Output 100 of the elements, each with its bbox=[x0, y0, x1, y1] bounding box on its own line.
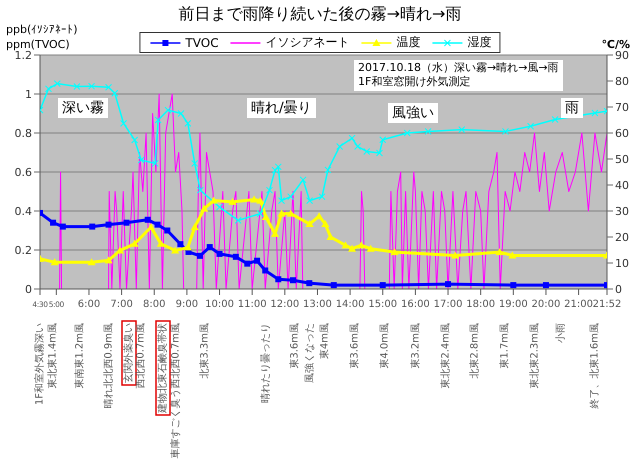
point bbox=[105, 84, 112, 91]
text: 西北西0.7m風 bbox=[134, 323, 146, 389]
point bbox=[366, 244, 375, 252]
chart-title: 前日まで雨降り続いた後の霧→晴れ→雨 bbox=[178, 4, 462, 23]
point bbox=[50, 258, 59, 266]
point bbox=[184, 120, 192, 127]
point bbox=[88, 82, 96, 90]
x-tick-label: 16:00 bbox=[400, 299, 430, 310]
point bbox=[445, 281, 452, 288]
text: 晴れたり曇ったり bbox=[260, 323, 272, 403]
x-tick-label: 6:00 bbox=[78, 299, 100, 310]
point bbox=[508, 251, 516, 258]
point bbox=[171, 246, 180, 254]
x-tick-label: 10:00 bbox=[205, 299, 234, 310]
point bbox=[111, 90, 118, 97]
y-tick-label: 1.2 bbox=[14, 48, 32, 62]
point bbox=[124, 220, 130, 226]
legend-label: イソシアネート bbox=[266, 34, 350, 51]
point bbox=[390, 248, 398, 256]
point bbox=[138, 156, 145, 164]
x-tick-label: 17:00 bbox=[434, 299, 462, 310]
text: 風強くなった bbox=[304, 323, 316, 383]
x-tick-label: 11:00 bbox=[238, 299, 267, 310]
point bbox=[363, 148, 370, 155]
y-tick-label: 0.4 bbox=[14, 204, 32, 218]
text: 1F和室外気霧深い bbox=[34, 323, 46, 406]
y2-tick-label: 70 bbox=[615, 100, 629, 114]
point bbox=[354, 143, 362, 150]
point bbox=[330, 282, 337, 288]
point bbox=[424, 128, 432, 135]
text: 建物北東石鹸臭帯状 bbox=[156, 323, 168, 414]
point bbox=[527, 122, 534, 130]
y-tick-label: 0 bbox=[25, 282, 32, 296]
x-tick-label: 15:00 bbox=[368, 299, 398, 310]
point bbox=[256, 210, 264, 218]
point bbox=[286, 210, 295, 217]
point bbox=[542, 282, 549, 288]
text: 北東2.8m風 bbox=[468, 323, 480, 379]
x-tick-label: 21:00 bbox=[564, 299, 594, 310]
point bbox=[234, 216, 242, 224]
point bbox=[451, 251, 460, 258]
point bbox=[379, 136, 386, 144]
point bbox=[357, 241, 366, 248]
point bbox=[54, 80, 61, 88]
annotation: 深い霧 bbox=[58, 98, 108, 118]
point bbox=[262, 267, 268, 274]
point bbox=[50, 220, 56, 226]
point bbox=[290, 277, 296, 284]
point bbox=[324, 166, 332, 174]
x-tick-label: 12:00 bbox=[270, 299, 300, 310]
annotation: 2017.10.18（水）深い霧→晴れ→風→雨 1F和室窓開け外気測定 bbox=[354, 60, 563, 91]
y-tick-label: 0.6 bbox=[14, 166, 32, 179]
point bbox=[348, 244, 356, 252]
y-tick-label: 1 bbox=[25, 88, 32, 101]
y2-tick-label: 20 bbox=[615, 230, 629, 244]
point bbox=[254, 258, 260, 264]
point bbox=[89, 224, 96, 230]
point bbox=[88, 258, 96, 266]
y-tick-label: 0.8 bbox=[14, 126, 32, 140]
point bbox=[164, 106, 172, 114]
legend-label: 湿度 bbox=[468, 34, 492, 51]
y2-tick-label: 60 bbox=[615, 126, 629, 140]
point bbox=[60, 224, 66, 230]
text: 東3.6m風 bbox=[348, 323, 360, 369]
text: 東北東2.3m風 bbox=[528, 323, 540, 389]
point bbox=[152, 160, 159, 167]
x-tick-label: 7:00 bbox=[110, 299, 133, 310]
text: 東3.2m風 bbox=[410, 323, 422, 369]
point bbox=[591, 109, 598, 116]
legend-label: 温度 bbox=[396, 34, 421, 51]
point bbox=[73, 82, 80, 90]
text: 東3.6m風 bbox=[288, 323, 300, 369]
point bbox=[380, 282, 386, 288]
point bbox=[206, 244, 213, 250]
point bbox=[164, 228, 170, 234]
text: 車庫すごく臭う西北西0.7m風 bbox=[170, 323, 182, 459]
y-tick-label: 0.2 bbox=[14, 244, 32, 257]
point bbox=[44, 85, 52, 92]
point bbox=[278, 197, 286, 204]
point bbox=[306, 280, 312, 286]
point bbox=[154, 222, 161, 228]
text: 東南東1.2m風 bbox=[74, 323, 86, 389]
point bbox=[306, 220, 314, 227]
point bbox=[191, 160, 198, 167]
x-tick-label: 21:52 bbox=[592, 299, 622, 310]
point bbox=[196, 186, 204, 194]
point bbox=[104, 256, 113, 264]
text: 東北東2.4m風 bbox=[440, 323, 452, 389]
point bbox=[256, 196, 264, 204]
point bbox=[131, 136, 138, 144]
y2-tick-label: 0 bbox=[615, 282, 622, 296]
point bbox=[250, 196, 258, 203]
point bbox=[306, 197, 314, 204]
text: 東1.7m風 bbox=[498, 323, 510, 369]
y-axis-title: ppb(ｲｿｼｱﾈｰﾄ) ppm(TVOC) bbox=[6, 22, 78, 51]
point bbox=[228, 198, 237, 205]
point bbox=[262, 212, 270, 220]
point bbox=[130, 240, 139, 247]
point bbox=[154, 116, 162, 124]
point bbox=[196, 252, 203, 259]
